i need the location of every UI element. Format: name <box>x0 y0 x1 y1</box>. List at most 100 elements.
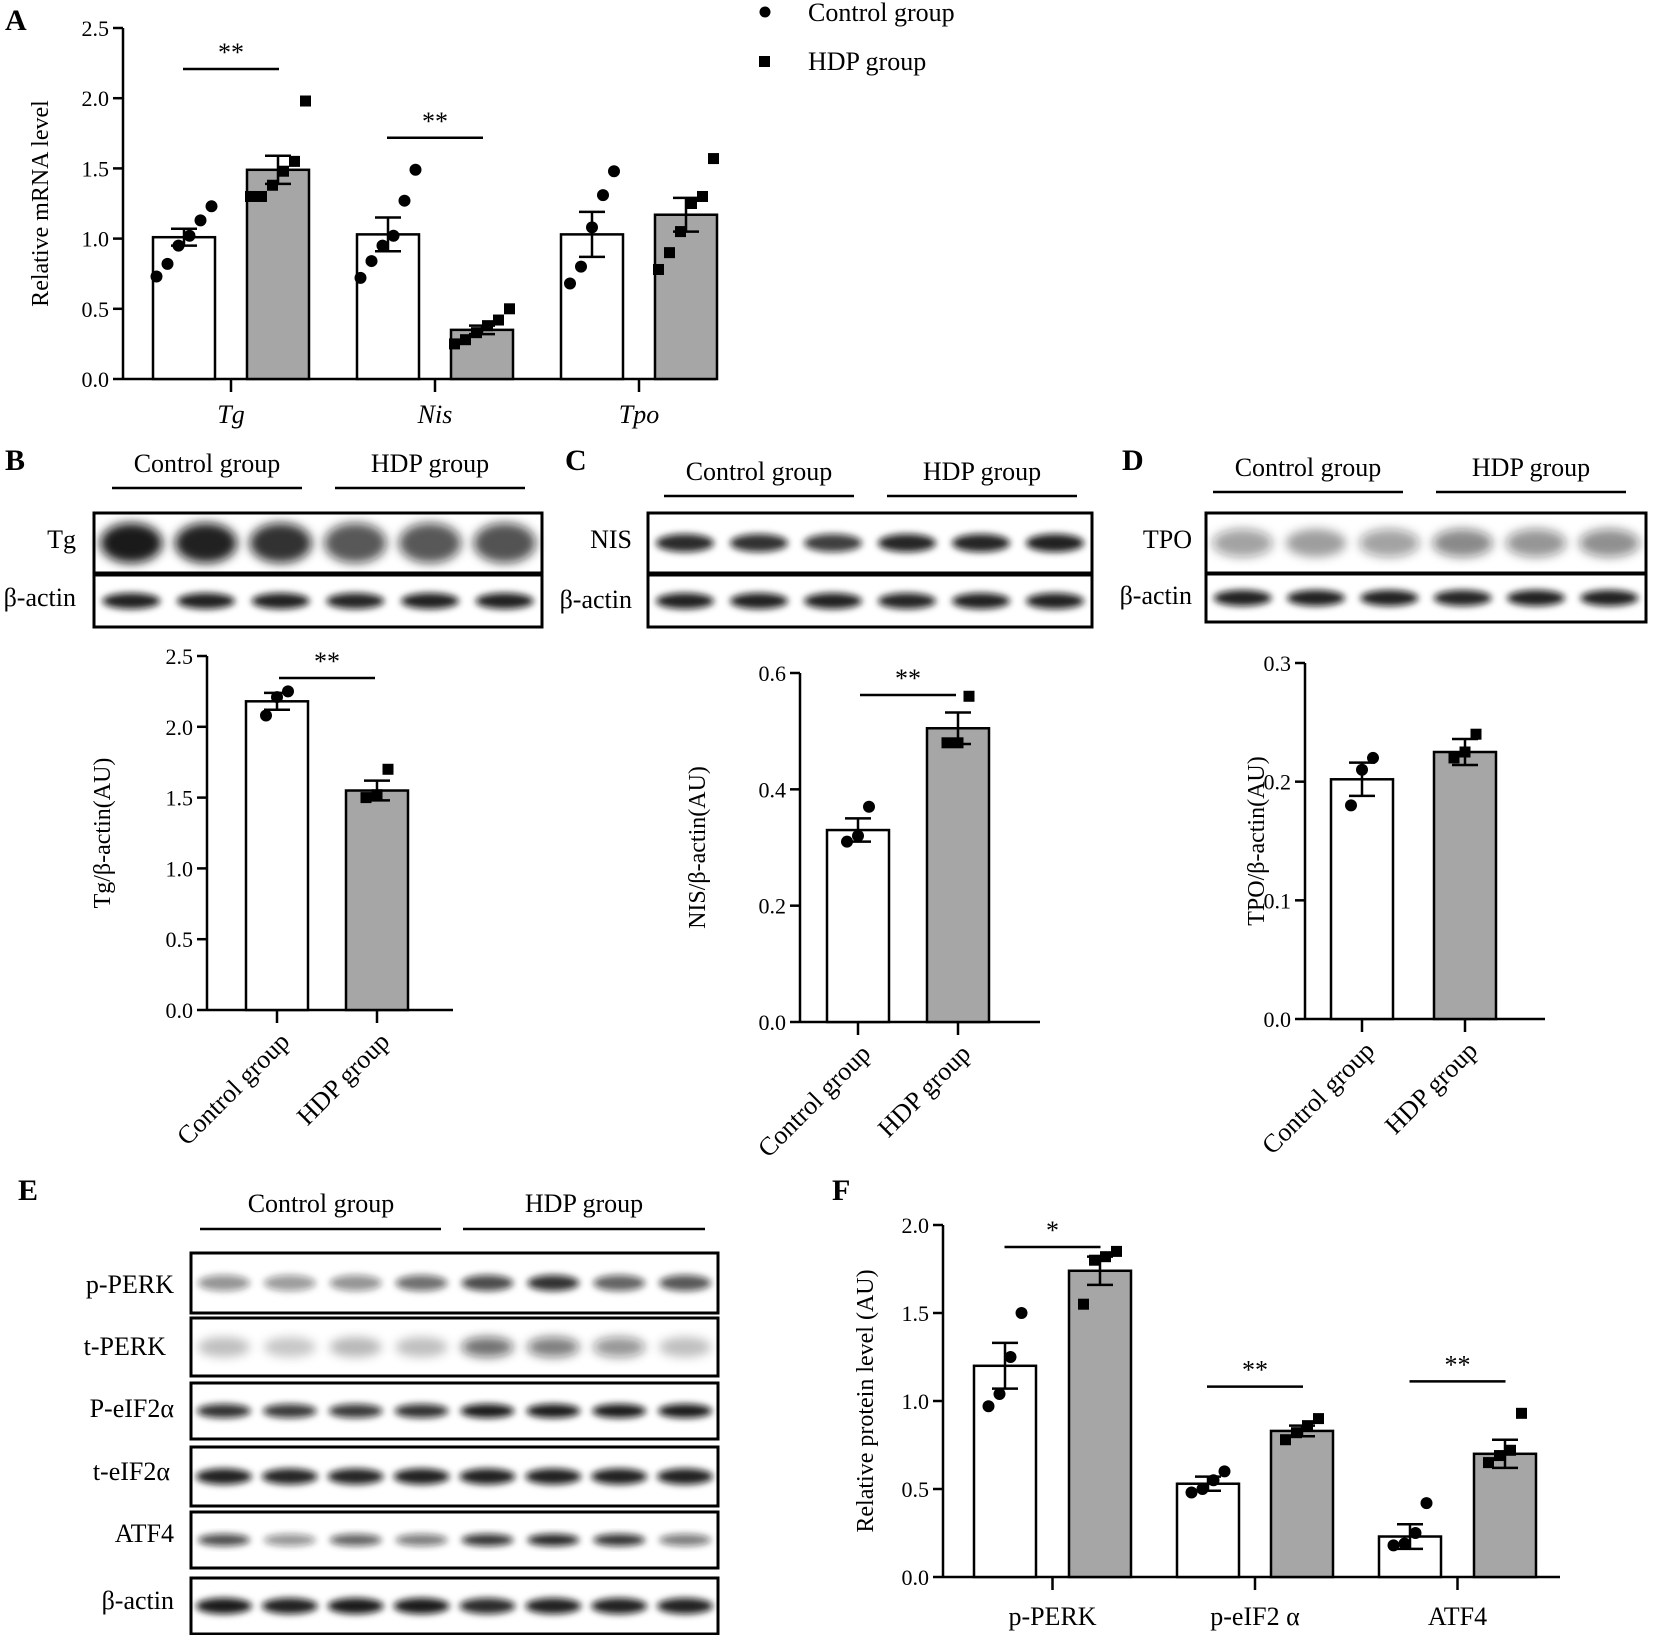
blot-band <box>197 1337 250 1357</box>
blot-e-header: Control group HDP group <box>200 1189 705 1231</box>
blot-band <box>1213 590 1272 606</box>
data-point-control <box>852 829 864 842</box>
data-point-hdp <box>963 690 975 702</box>
data-point-hdp <box>267 179 278 191</box>
bar-control <box>825 828 891 1024</box>
blot-frame <box>646 511 1094 575</box>
blot-b-row-label-tg: Tg <box>47 525 76 554</box>
data-point-hdp <box>245 190 256 202</box>
blot-band <box>262 1404 317 1418</box>
blot-band <box>1359 529 1420 557</box>
blot-band <box>249 523 312 563</box>
blot-band <box>1360 590 1419 606</box>
data-point-hdp <box>504 303 515 315</box>
data-point-control <box>1356 763 1368 776</box>
significance-marker: ** <box>314 647 340 676</box>
blot-band <box>473 523 536 563</box>
blot-band <box>263 1337 316 1357</box>
blot-band <box>393 1598 450 1614</box>
blot-band <box>459 1468 516 1485</box>
data-point-hdp <box>708 153 719 165</box>
blot-band <box>1026 534 1084 552</box>
data-point-control <box>365 255 378 268</box>
legend-hdp-marker <box>759 56 770 67</box>
blot-band <box>327 1468 384 1485</box>
data-point-control <box>1367 751 1379 764</box>
y-tick-label: 1.5 <box>82 156 110 181</box>
bar-hdp <box>1472 1452 1538 1579</box>
x-tick-label: Control group <box>171 1027 295 1151</box>
data-point-control <box>586 221 598 234</box>
panel-label-a: A <box>5 4 27 37</box>
blot-c-row-label-actin: β-actin <box>560 585 632 614</box>
blot-band <box>195 1598 252 1614</box>
blot-band <box>659 1337 712 1357</box>
chart-f-protein: 0.0 0.5 1.0 1.5 2.0 Relative protein level (A… <box>853 1213 1560 1631</box>
significance-marker: ** <box>1445 1350 1471 1379</box>
bar-control <box>355 233 421 381</box>
data-point-hdp <box>653 263 664 275</box>
blot-c-row-label-nis: NIS <box>590 525 632 554</box>
chart-b-tg: 0.0 0.5 1.0 1.5 2.0 2.5 Tg/β-actin(AU) Control … <box>90 644 453 1151</box>
blot-band <box>878 593 936 609</box>
blot-frame <box>92 573 544 629</box>
panel-label-d: D <box>1122 444 1144 477</box>
legend: Control group HDP group <box>759 0 955 76</box>
data-point-hdp <box>256 190 267 202</box>
data-point-control <box>398 194 411 207</box>
blot-d-hdp-label: HDP group <box>1472 453 1590 482</box>
data-point-control <box>863 800 875 813</box>
panel-label-b: B <box>5 444 25 477</box>
data-point-control <box>1345 799 1357 812</box>
data-point-hdp <box>1313 1413 1324 1425</box>
chart-d-tpo: 0.0 0.1 0.2 0.3 TPO/β-actin(AU) Control group… <box>1244 651 1545 1160</box>
data-point-hdp <box>952 737 964 749</box>
y-tick-label: 0.0 <box>759 1010 787 1035</box>
data-point-control <box>841 835 853 848</box>
blot-b-header: Control group HDP group <box>112 449 525 490</box>
data-point-control <box>194 214 207 227</box>
blot-band <box>461 1337 514 1357</box>
data-point-hdp <box>360 792 372 804</box>
significance-marker: * <box>1046 1216 1059 1245</box>
data-point-control <box>150 270 163 283</box>
y-tick-label: 0.3 <box>1264 651 1292 676</box>
blot-band <box>1579 529 1640 557</box>
x-tick-label: HDP group <box>872 1039 976 1143</box>
data-point-control <box>271 691 283 704</box>
blot-c-row-2 <box>646 573 1094 629</box>
blot-band <box>197 1275 250 1291</box>
x-tick-label: p-eIF2 α <box>1210 1602 1300 1631</box>
y-axis-title: NIS/β-actin(AU) <box>685 766 711 929</box>
data-point-control <box>564 277 576 290</box>
data-point-control <box>205 200 218 213</box>
data-point-hdp <box>371 789 383 801</box>
x-tick-label: HDP group <box>291 1027 395 1131</box>
bar-hdp <box>1269 1429 1335 1579</box>
blot-band <box>329 1337 382 1357</box>
data-point-control <box>376 239 389 252</box>
data-point-hdp <box>1448 752 1460 764</box>
blot-band <box>659 1534 712 1546</box>
y-tick-label: 0.5 <box>82 297 110 322</box>
blot-band <box>526 1404 581 1418</box>
bar-control <box>151 235 217 381</box>
blot-band <box>527 1534 580 1546</box>
blot-band <box>804 534 862 552</box>
data-point-hdp <box>1470 728 1482 740</box>
blot-b-control-label: Control group <box>134 449 281 478</box>
blot-e-row-6 <box>189 1576 720 1635</box>
data-point-hdp <box>1089 1254 1100 1266</box>
y-tick-label: 0.0 <box>82 367 110 392</box>
significance-marker: ** <box>218 38 244 67</box>
data-point-control <box>1196 1483 1209 1495</box>
x-tick-label: ATF4 <box>1428 1602 1487 1631</box>
blot-band <box>475 593 534 609</box>
data-point-control <box>1409 1527 1422 1539</box>
data-point-control <box>282 685 294 698</box>
y-tick-label: 0.0 <box>902 1565 930 1590</box>
blot-c-row-1 <box>646 511 1094 575</box>
data-point-control <box>387 229 400 242</box>
blot-band <box>591 1598 648 1614</box>
blot-band <box>952 534 1010 552</box>
